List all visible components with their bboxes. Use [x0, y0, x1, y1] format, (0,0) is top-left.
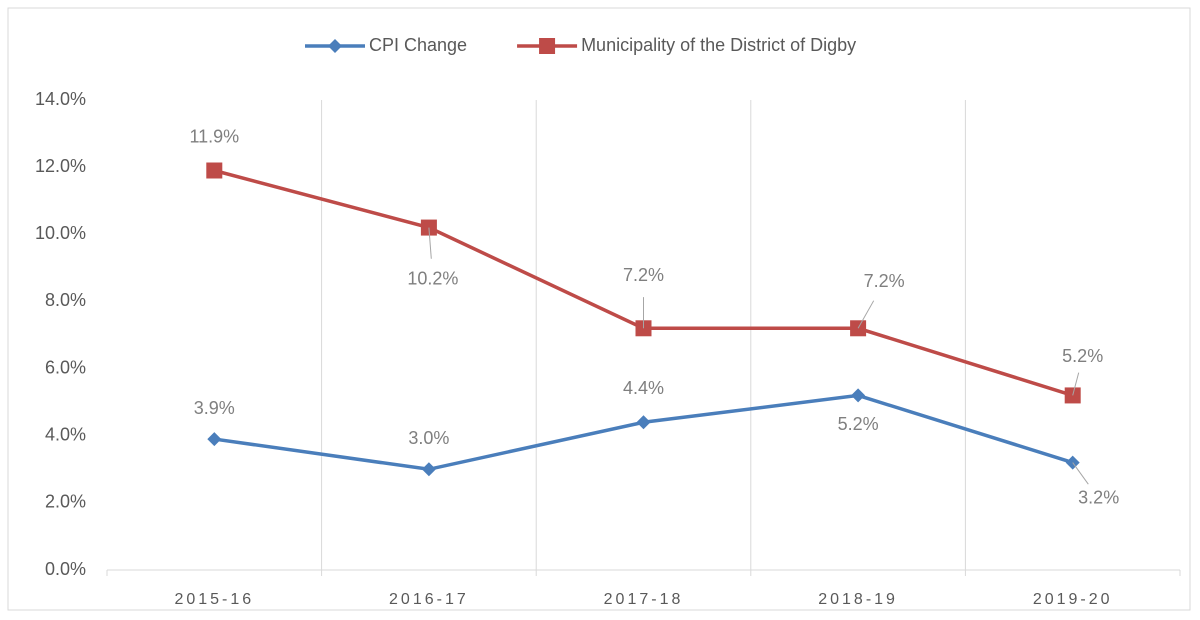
y-tick-label: 14.0% [35, 89, 86, 109]
y-tick-label: 10.0% [35, 223, 86, 243]
marker [636, 415, 651, 430]
x-tick-label: 2015-16 [174, 591, 254, 608]
y-tick-label: 12.0% [35, 156, 86, 176]
marker [207, 432, 222, 447]
y-tick-label: 8.0% [45, 290, 86, 310]
y-tick-label: 4.0% [45, 424, 86, 444]
marker [206, 162, 223, 179]
y-tick-label: 0.0% [45, 559, 86, 579]
x-tick-label: 2018-19 [818, 591, 898, 608]
x-tick-label: 2017-18 [604, 591, 684, 608]
marker [539, 38, 556, 54]
data-label: 5.2% [1062, 346, 1103, 366]
leader-line [1072, 372, 1080, 396]
x-tick-label: 2016-17 [389, 591, 469, 608]
legend-label: Municipality of the District of Digby [581, 35, 856, 55]
data-label: 10.2% [407, 268, 458, 288]
y-tick-label: 6.0% [45, 357, 86, 377]
leader-line [428, 227, 432, 259]
data-label: 4.4% [623, 378, 664, 398]
marker [421, 462, 436, 477]
y-tick-label: 2.0% [45, 492, 86, 512]
data-label: 7.2% [623, 265, 664, 285]
data-label: 5.2% [838, 414, 879, 434]
data-label: 11.9% [189, 126, 239, 146]
data-label: 3.9% [194, 398, 235, 418]
data-label: 7.2% [864, 271, 905, 291]
leader-line [857, 300, 875, 329]
marker [851, 388, 866, 403]
leader-line [1072, 462, 1089, 485]
x-tick-label: 2019-20 [1033, 591, 1113, 608]
data-label: 3.0% [408, 428, 449, 448]
data-label: 3.2% [1078, 487, 1119, 507]
marker [328, 39, 342, 53]
legend-label: CPI Change [369, 35, 467, 55]
